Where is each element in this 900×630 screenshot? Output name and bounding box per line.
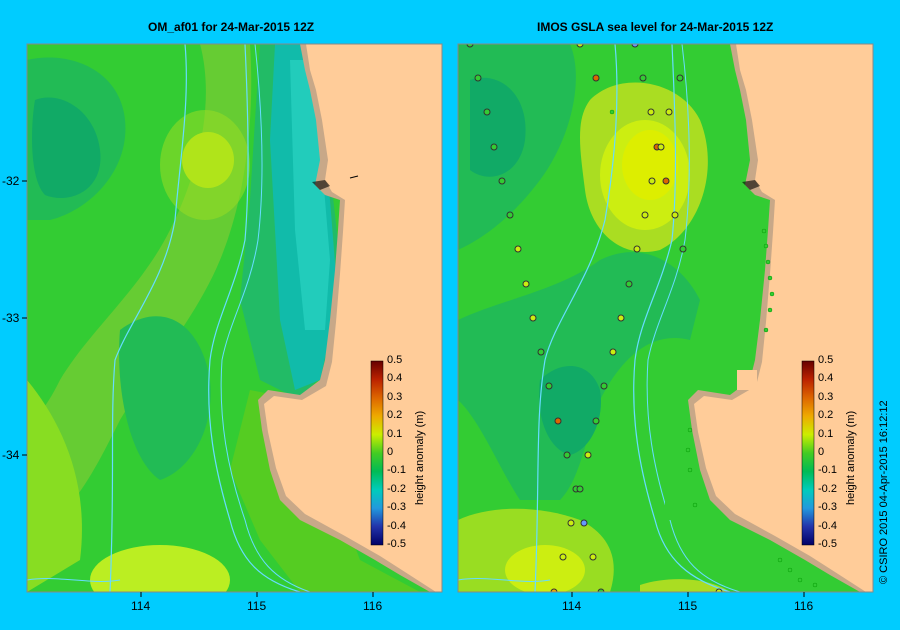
- right-nw-low: [470, 77, 526, 177]
- x-tick-label: 114: [562, 599, 582, 613]
- left-land: [264, 44, 442, 592]
- cbar-tick-label: 0.5: [387, 354, 403, 366]
- left-nw-low: [32, 97, 101, 198]
- cbar-tick-label: -0.2: [387, 483, 406, 495]
- x-tick-label: 116: [794, 599, 814, 613]
- cbar-tick-label: 0.4: [818, 372, 834, 384]
- left-colorbar: [370, 360, 384, 546]
- right-land: [694, 44, 873, 592]
- cbar-tick-label: 0: [818, 446, 825, 458]
- cbar-tick-label: 0.4: [387, 372, 403, 384]
- y-tick-label: -32: [2, 174, 20, 188]
- colorbar-title: height anomaly (m): [845, 410, 857, 505]
- cbar-tick-label: -0.4: [818, 520, 837, 532]
- cbar-tick-label: -0.3: [818, 501, 837, 513]
- cbar-tick-label: 0.2: [818, 409, 834, 421]
- left-south-yellow: [90, 545, 230, 592]
- cbar-tick-label: 0.1: [387, 428, 403, 440]
- cbar-tick-label: 0.3: [818, 391, 834, 403]
- cbar-tick-label: 0: [387, 446, 394, 458]
- cbar-tick-label: 0.2: [387, 409, 403, 421]
- cbar-tick-label: 0.3: [387, 391, 403, 403]
- cbar-tick-label: -0.1: [818, 464, 837, 476]
- left-map: [27, 44, 442, 592]
- axis-ticks: [22, 180, 805, 597]
- y-tick-label: -33: [2, 311, 20, 325]
- cbar-tick-label: -0.3: [387, 501, 406, 513]
- right-colorbar: [801, 360, 815, 546]
- right-coastal-markers: [609, 109, 818, 588]
- cbar-tick-label: -0.2: [818, 483, 837, 495]
- left-yellow-ring: [160, 110, 250, 220]
- x-tick-label: 115: [247, 599, 267, 613]
- cbar-tick-label: -0.4: [387, 520, 406, 532]
- x-tick-label: 116: [363, 599, 383, 613]
- right-track-markers: [466, 44, 723, 592]
- left-sw-light: [27, 380, 82, 592]
- x-tick-label: 115: [678, 599, 698, 613]
- cbar-tick-label: -0.5: [818, 538, 837, 550]
- copyright-credit: © CSIRO 2015 04-Apr-2015 16:12:12: [878, 400, 890, 584]
- left-panel-title: OM_af01 for 24-Mar-2015 12Z: [148, 20, 315, 34]
- left-coastal-cyan2: [290, 60, 330, 330]
- cbar-tick-label: -0.1: [387, 464, 406, 476]
- cbar-tick-label: 0.1: [818, 428, 834, 440]
- right-yellow-core: [622, 130, 678, 200]
- right-panel-title: IMOS GSLA sea level for 24-Mar-2015 12Z: [537, 20, 774, 34]
- right-trough-low: [539, 366, 601, 455]
- colorbar-title: height anomaly (m): [414, 410, 426, 505]
- left-trough: [119, 316, 211, 480]
- x-tick-label: 114: [131, 599, 151, 613]
- right-south-yellow: [505, 545, 585, 592]
- cbar-tick-label: -0.5: [387, 538, 406, 550]
- y-tick-label: -34: [2, 448, 20, 462]
- cbar-tick-label: 0.5: [818, 354, 834, 366]
